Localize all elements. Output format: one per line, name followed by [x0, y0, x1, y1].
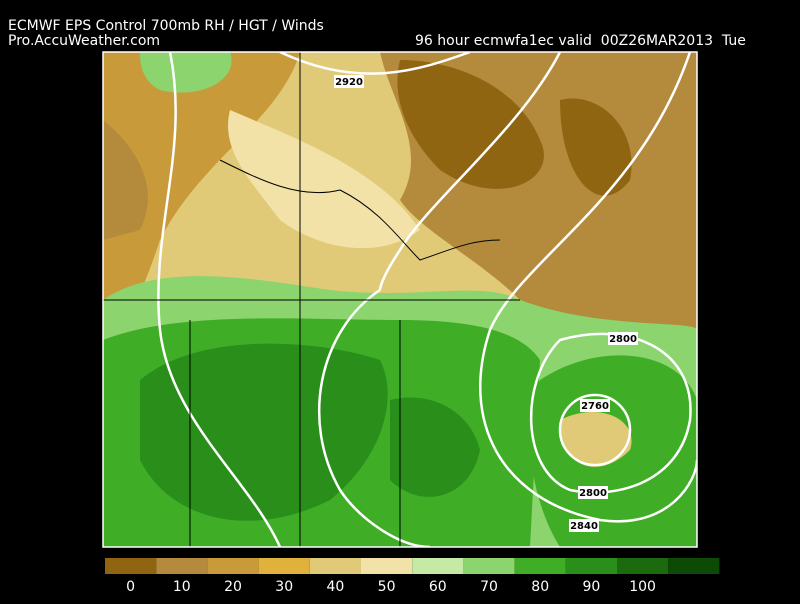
contour-label: 2800 [579, 488, 607, 499]
map [103, 52, 697, 547]
colorbar-swatch [258, 558, 310, 574]
colorbar-swatch [207, 558, 259, 574]
colorbar-swatch [565, 558, 617, 574]
contour-label: 2920 [335, 77, 363, 88]
colorbar-label: 60 [429, 579, 447, 595]
colorbar-swatch [514, 558, 566, 574]
map-frame [102, 51, 698, 548]
colorbar-swatch [668, 558, 720, 574]
colorbar-label: 50 [378, 579, 396, 595]
contour-label: 2800 [609, 334, 637, 345]
colorbar-swatch [105, 558, 157, 574]
colorbar-swatch [463, 558, 515, 574]
contour-label: 2840 [570, 521, 598, 532]
title: ECMWF EPS Control 700mb RH / HGT / Winds [8, 18, 324, 34]
colorbar-label: 20 [224, 579, 242, 595]
colorbar-swatch [156, 558, 208, 574]
colorbar: 0 10 20 30 40 50 60 70 80 90 100 [105, 558, 720, 595]
colorbar-label: 100 [629, 579, 656, 595]
colorbar-label: 90 [582, 579, 600, 595]
colorbar-swatch [361, 558, 413, 574]
colorbar-swatch [617, 558, 669, 574]
colorbar-label: 80 [531, 579, 549, 595]
source: Pro.AccuWeather.com [8, 33, 160, 49]
colorbar-swatch [412, 558, 464, 574]
contour-labels: 2920 2800 2760 2800 2840 [334, 75, 638, 532]
colorbar-label: 70 [480, 579, 498, 595]
colorbar-label: 0 [126, 579, 135, 595]
colorbar-label: 30 [275, 579, 293, 595]
colorbar-label: 40 [326, 579, 344, 595]
contour-label: 2760 [581, 401, 609, 412]
colorbar-swatch [309, 558, 361, 574]
valid-time: 96 hour ecmwfa1ec valid 00Z26MAR2013 Tue [415, 33, 746, 49]
colorbar-label: 10 [173, 579, 191, 595]
